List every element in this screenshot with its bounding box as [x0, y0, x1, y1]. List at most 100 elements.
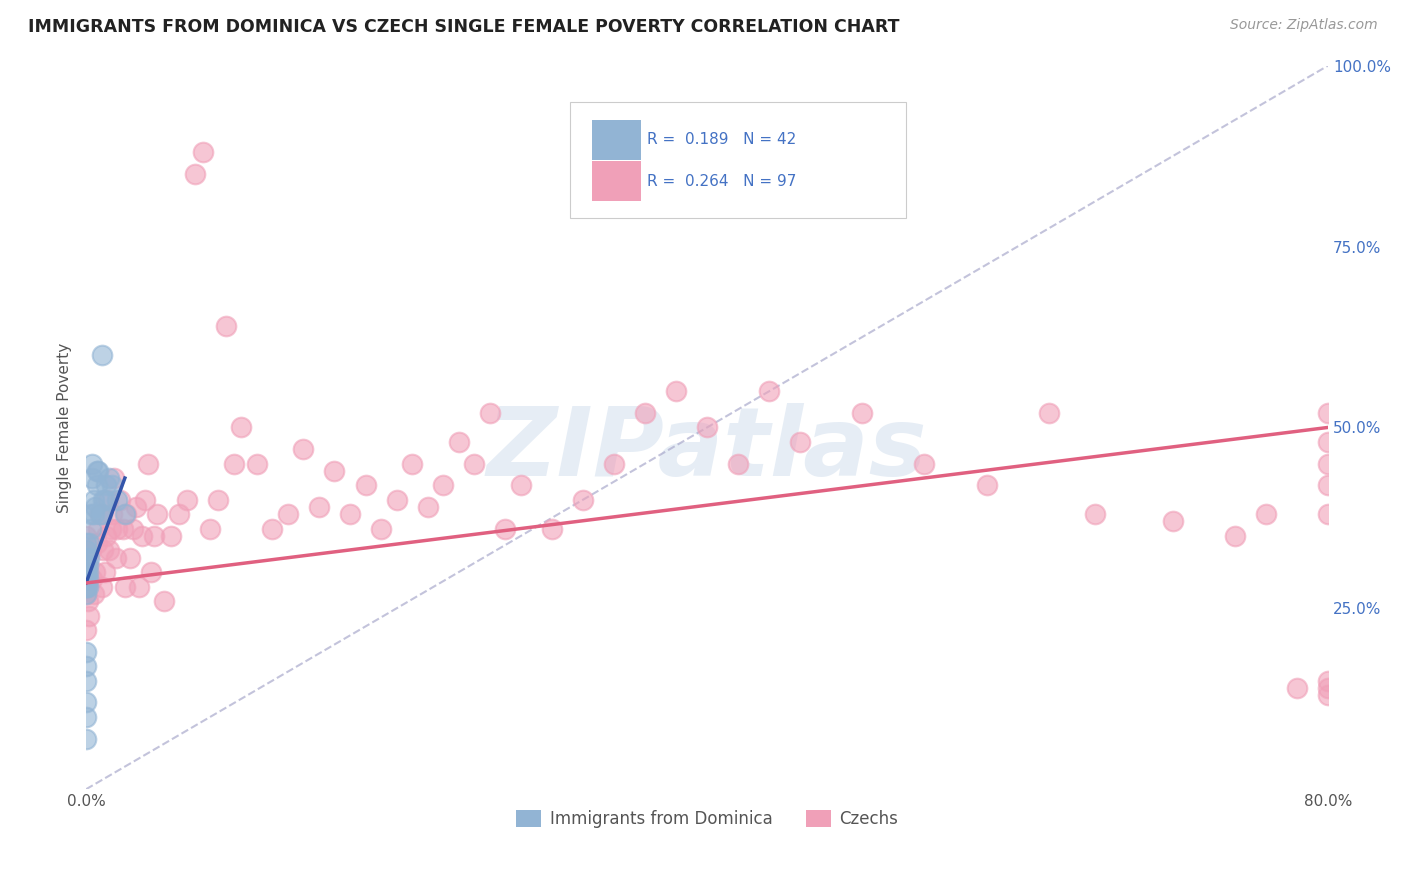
Point [75, 587, 97, 601]
Point [1223, 529, 1246, 543]
Point [75, 623, 97, 637]
Point [976, 478, 998, 492]
Point [75, 580, 97, 594]
FancyBboxPatch shape [592, 120, 641, 160]
Point [308, 500, 330, 514]
Point [121, 522, 143, 536]
Point [90, 348, 112, 362]
Point [1254, 508, 1277, 522]
Point [152, 594, 174, 608]
Point [572, 492, 595, 507]
Point [86, 478, 108, 492]
Point [80, 522, 103, 536]
Point [96, 478, 118, 492]
Point [1286, 681, 1309, 695]
Point [494, 522, 516, 536]
Point [143, 529, 166, 543]
Point [75, 673, 97, 688]
Text: R =  0.264   N = 97: R = 0.264 N = 97 [648, 174, 797, 189]
Text: ZIPatlas: ZIPatlas [486, 402, 928, 496]
Legend: Immigrants from Dominica, Czechs: Immigrants from Dominica, Czechs [509, 804, 904, 835]
Point [77, 573, 100, 587]
Point [1038, 406, 1060, 420]
Point [75, 529, 97, 543]
Point [80, 543, 103, 558]
Point [75, 695, 97, 709]
Point [914, 457, 936, 471]
Point [75, 573, 97, 587]
Point [339, 508, 361, 522]
Point [76, 558, 98, 572]
Point [447, 434, 470, 449]
Point [84, 500, 107, 514]
Point [231, 420, 253, 434]
Point [75, 645, 97, 659]
Point [90, 580, 112, 594]
Point [82, 573, 104, 587]
Point [385, 492, 408, 507]
Point [83, 587, 105, 601]
Point [93, 492, 115, 507]
Point [75, 565, 97, 579]
Point [84, 565, 107, 579]
Point [77, 608, 100, 623]
Point [75, 543, 97, 558]
Point [478, 406, 501, 420]
Point [134, 492, 156, 507]
Point [696, 420, 718, 434]
Point [603, 457, 626, 471]
Text: Source: ZipAtlas.com: Source: ZipAtlas.com [1230, 18, 1378, 32]
Point [323, 464, 346, 478]
Point [1317, 478, 1340, 492]
Point [634, 406, 657, 420]
Point [136, 457, 159, 471]
Point [118, 550, 141, 565]
Point [727, 457, 749, 471]
Point [509, 478, 531, 492]
Point [222, 457, 245, 471]
Point [90, 508, 112, 522]
Point [104, 550, 127, 565]
Point [125, 500, 148, 514]
Text: IMMIGRANTS FROM DOMINICA VS CZECH SINGLE FEMALE POVERTY CORRELATION CHART: IMMIGRANTS FROM DOMINICA VS CZECH SINGLE… [28, 18, 900, 36]
Point [851, 406, 873, 420]
Point [176, 492, 198, 507]
Point [103, 471, 125, 485]
Point [200, 522, 222, 536]
Point [1317, 508, 1340, 522]
Point [75, 580, 97, 594]
Point [91, 543, 114, 558]
Point [82, 471, 104, 485]
Point [83, 508, 105, 522]
Point [76, 573, 98, 587]
Point [401, 457, 423, 471]
Point [114, 580, 136, 594]
Point [75, 565, 97, 579]
Point [75, 543, 97, 558]
Point [75, 587, 97, 601]
Point [75, 710, 97, 724]
Point [87, 464, 110, 478]
Point [1317, 406, 1340, 420]
Point [262, 522, 284, 536]
Point [665, 384, 688, 399]
FancyBboxPatch shape [571, 102, 905, 218]
Point [141, 565, 163, 579]
Point [80, 508, 103, 522]
Point [463, 457, 485, 471]
Point [110, 492, 132, 507]
Point [1161, 515, 1184, 529]
Point [416, 500, 439, 514]
Point [75, 659, 97, 673]
Point [1317, 457, 1340, 471]
Point [98, 543, 121, 558]
Point [1317, 434, 1340, 449]
Point [370, 522, 392, 536]
Point [105, 492, 128, 507]
FancyBboxPatch shape [592, 161, 641, 201]
Point [160, 529, 183, 543]
Point [207, 492, 229, 507]
Point [354, 478, 377, 492]
Point [82, 457, 104, 471]
Point [1084, 508, 1107, 522]
